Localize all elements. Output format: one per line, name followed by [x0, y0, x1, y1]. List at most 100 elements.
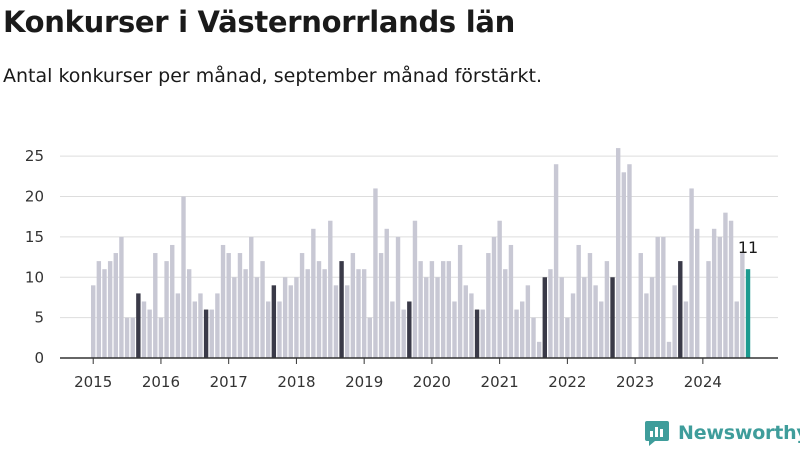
- bar-september: [474, 309, 480, 358]
- bar-september: [610, 277, 615, 358]
- bar: [435, 277, 440, 358]
- bar: [305, 269, 310, 358]
- bar: [491, 236, 497, 358]
- bar: [220, 244, 226, 358]
- bar: [582, 277, 587, 358]
- bar: [350, 253, 356, 358]
- bar-september: [339, 261, 344, 358]
- x-tick-label: 2022: [548, 373, 586, 391]
- bar: [299, 253, 305, 358]
- bar: [717, 236, 722, 358]
- bar-latest: [745, 269, 751, 358]
- bar: [237, 253, 243, 358]
- bar: [412, 220, 418, 358]
- bar: [723, 212, 728, 358]
- chart-title: Konkurser i Västernorrlands län: [3, 5, 515, 39]
- bars: [91, 148, 751, 358]
- bar: [531, 317, 536, 358]
- bar: [520, 301, 525, 358]
- bar: [170, 244, 175, 358]
- bar: [209, 309, 214, 358]
- bar-september: [407, 301, 412, 358]
- y-tick-label: 10: [25, 268, 44, 286]
- bar: [260, 261, 265, 358]
- bar: [740, 253, 745, 358]
- bar: [361, 269, 367, 358]
- bar: [463, 285, 468, 358]
- bar: [130, 317, 135, 358]
- bar: [401, 309, 406, 358]
- bar: [390, 301, 395, 358]
- bar: [446, 261, 452, 358]
- bar: [548, 269, 553, 358]
- y-tick-label: 20: [25, 188, 44, 206]
- bar: [486, 253, 491, 358]
- bar: [367, 317, 372, 358]
- bar: [107, 261, 113, 358]
- bar: [192, 301, 198, 358]
- x-tick-label: 2015: [74, 373, 112, 391]
- bar: [734, 301, 739, 358]
- bar-september: [136, 293, 141, 358]
- bar: [328, 220, 333, 358]
- bar: [316, 261, 322, 358]
- bar: [638, 253, 643, 358]
- bar: [102, 269, 107, 358]
- y-tick-label: 15: [25, 228, 44, 246]
- x-tick-label: 2016: [142, 373, 180, 391]
- y-tick-label: 5: [34, 309, 44, 327]
- bar: [378, 253, 384, 358]
- bar: [277, 301, 282, 358]
- bar: [452, 301, 457, 358]
- x-tick-label: 2023: [616, 373, 654, 391]
- bar: [418, 261, 423, 358]
- bar: [503, 269, 508, 358]
- bar: [356, 269, 361, 358]
- y-tick-label: 25: [25, 147, 44, 165]
- bar: [553, 164, 559, 358]
- chart-subtitle: Antal konkurser per månad, september mån…: [3, 65, 542, 87]
- bar: [96, 261, 102, 358]
- bar: [587, 253, 593, 358]
- bar: [621, 172, 627, 358]
- bar: [666, 341, 672, 358]
- y-tick-label: 0: [34, 349, 44, 367]
- bar: [424, 277, 429, 358]
- bar-september: [542, 277, 547, 358]
- x-axis: 2015 2016 2017 2018 2019 2020 2021 2022 2023 2024: [74, 358, 722, 391]
- bar: [536, 341, 542, 358]
- bar: [226, 253, 231, 358]
- bar: [141, 301, 147, 358]
- bar: [311, 228, 316, 358]
- bar: [480, 309, 485, 358]
- bar: [232, 277, 237, 358]
- bar: [644, 293, 649, 358]
- newsworthy-logo-icon: [645, 421, 669, 446]
- bar: [124, 317, 130, 358]
- bar: [113, 253, 118, 358]
- bar: [469, 293, 474, 358]
- bar: [345, 285, 350, 358]
- newsworthy-logo: Newsworthy: [644, 419, 800, 447]
- x-tick-label: 2019: [345, 373, 383, 391]
- bar: [576, 244, 581, 358]
- bar: [661, 236, 666, 358]
- bar: [153, 253, 158, 358]
- bar: [497, 220, 502, 358]
- bar: [198, 293, 203, 358]
- bar: [508, 244, 514, 358]
- bar: [158, 317, 164, 358]
- bar: [294, 277, 299, 358]
- bar: [243, 269, 248, 358]
- bar: [181, 196, 186, 358]
- x-tick-label: 2024: [684, 373, 722, 391]
- bar: [706, 261, 711, 358]
- latest-value-label: 11: [738, 238, 758, 257]
- bar: [91, 285, 96, 358]
- bar: [119, 236, 124, 358]
- bar: [627, 164, 632, 358]
- x-tick-label: 2017: [210, 373, 248, 391]
- bar: [333, 285, 339, 358]
- bar: [683, 301, 689, 358]
